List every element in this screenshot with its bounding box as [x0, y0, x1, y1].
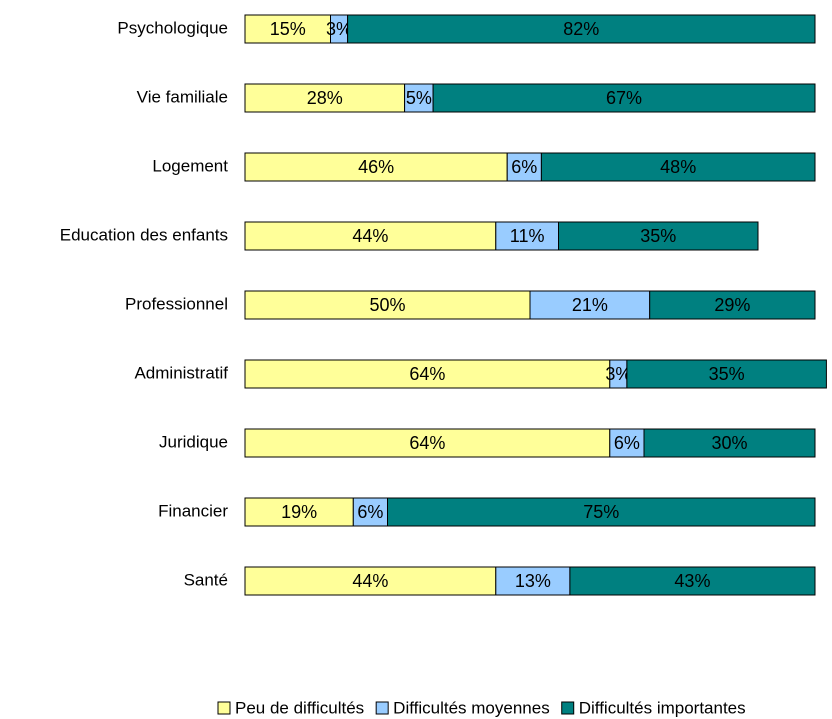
bar-segment — [387, 497, 816, 527]
legend-swatch — [561, 701, 575, 715]
legend-swatch — [217, 701, 231, 715]
legend-label: Difficultés importantes — [579, 698, 746, 717]
y-tick-label: Logement — [152, 156, 228, 175]
bar-segment — [609, 428, 645, 458]
bar-segment — [244, 14, 331, 44]
y-tick-label: Juridique — [159, 432, 228, 451]
bar-segment — [495, 221, 559, 251]
value-label: 46% — [358, 157, 394, 177]
value-label: 6% — [511, 157, 537, 177]
value-label: 64% — [409, 364, 445, 384]
value-label: 15% — [270, 19, 306, 39]
bar-segment — [540, 152, 816, 182]
bar-segment — [404, 83, 434, 113]
y-tick-label: Psychologique — [117, 18, 228, 37]
value-label: 3% — [326, 19, 352, 39]
value-label: 6% — [357, 502, 383, 522]
value-label: 50% — [369, 295, 405, 315]
y-tick-label: Financier — [158, 501, 228, 520]
bar-segment — [506, 152, 542, 182]
value-label: 67% — [606, 88, 642, 108]
y-tick-label: Education des enfants — [60, 225, 228, 244]
value-label: 29% — [714, 295, 750, 315]
value-label: 21% — [572, 295, 608, 315]
y-tick-label: Administratif — [134, 363, 228, 382]
value-label: 43% — [674, 571, 710, 591]
bar-segment — [244, 566, 497, 596]
value-label: 13% — [515, 571, 551, 591]
bar-segment — [558, 221, 759, 251]
y-tick-label: Santé — [184, 570, 228, 589]
value-label: 64% — [409, 433, 445, 453]
bar-segment — [244, 428, 611, 458]
bar-segment — [432, 83, 816, 113]
value-label: 5% — [406, 88, 432, 108]
legend-label: Peu de difficultés — [235, 698, 364, 717]
value-label: 6% — [614, 433, 640, 453]
bar-segment — [643, 428, 816, 458]
bar-segment — [495, 566, 571, 596]
value-label: 48% — [660, 157, 696, 177]
bar-segment — [244, 152, 508, 182]
bar-segment — [244, 83, 406, 113]
bar-segment — [347, 14, 816, 44]
legend-label: Difficultés moyennes — [393, 698, 550, 717]
value-label: 44% — [352, 226, 388, 246]
value-label: 30% — [711, 433, 747, 453]
legend-swatch — [375, 701, 389, 715]
bar-segment — [569, 566, 816, 596]
y-tick-label: Vie familiale — [137, 87, 228, 106]
bar-segment — [352, 497, 388, 527]
value-label: 11% — [510, 226, 545, 246]
bar-segment — [244, 221, 497, 251]
value-label: 35% — [640, 226, 676, 246]
value-label: 44% — [352, 571, 388, 591]
value-label: 35% — [709, 364, 745, 384]
value-label: 82% — [563, 19, 599, 39]
y-tick-label: Professionnel — [125, 294, 228, 313]
bar-segment — [244, 497, 354, 527]
value-label: 3% — [605, 364, 631, 384]
value-label: 19% — [281, 502, 317, 522]
bar-segment — [649, 290, 816, 320]
bar-segment — [626, 359, 827, 389]
bar-segment — [244, 290, 531, 320]
value-label: 75% — [583, 502, 619, 522]
value-label: 28% — [307, 88, 343, 108]
